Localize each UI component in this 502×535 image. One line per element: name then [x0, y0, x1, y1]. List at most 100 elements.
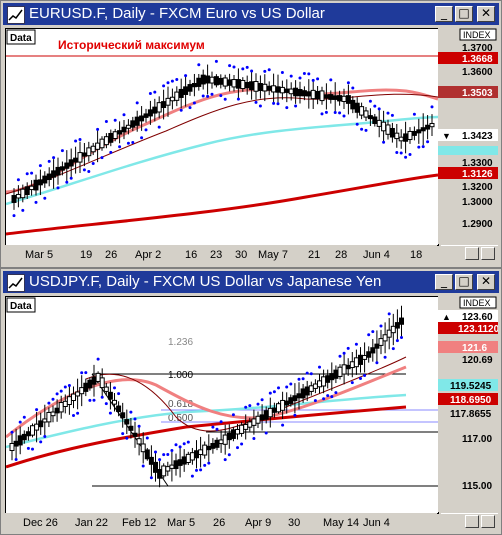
candle-body [293, 87, 299, 97]
candle-body [75, 391, 81, 397]
eurusd-chart-window[interactable]: EURUSD.F, Daily - FXCM Euro vs US Dollar… [0, 0, 502, 268]
close-button[interactable]: ✕ [477, 274, 495, 290]
candle-body [374, 343, 380, 349]
eurusd-price-plot[interactable]: Исторический максимум Data [5, 28, 439, 246]
maximize-button[interactable]: □ [455, 6, 473, 22]
candle-body [429, 122, 435, 128]
maximize-button[interactable]: □ [455, 274, 473, 290]
minimize-button[interactable]: _ [435, 6, 453, 22]
candle-body [267, 407, 273, 418]
price-tick: 1.3200 [462, 182, 493, 193]
eurusd-title-bar[interactable]: EURUSD.F, Daily - FXCM Euro vs US Dollar… [3, 3, 499, 25]
sar-dot [100, 156, 104, 160]
usdjpy-parabolic-sar [10, 312, 403, 480]
usdjpy-scrollbar[interactable] [441, 513, 498, 530]
sar-dot [351, 86, 355, 90]
candle-body [25, 431, 31, 437]
candle-body [95, 372, 101, 382]
candle-body [71, 393, 76, 402]
sar-dot [301, 377, 305, 381]
sar-dot [391, 347, 395, 351]
candle-body [226, 432, 232, 441]
candle-body [345, 364, 351, 370]
date-tick: 23 [210, 249, 222, 261]
candle-body [312, 383, 318, 389]
sar-dot [267, 68, 271, 72]
sar-dot [135, 101, 139, 105]
candle-body [64, 162, 70, 169]
sar-dot [408, 153, 412, 157]
data-window-button-label: Data [10, 301, 32, 312]
candle-body [247, 421, 253, 428]
candle-body [77, 152, 83, 163]
usdjpy-price-plot[interactable]: Data 1.236 1.000 0.618 0.500 [5, 296, 439, 514]
fib-label: 1.000 [168, 370, 193, 381]
candle-body [240, 79, 246, 90]
candle-body [399, 317, 404, 325]
candle-body [130, 120, 136, 128]
close-button[interactable]: ✕ [477, 6, 495, 22]
scroll-right-button[interactable] [481, 515, 495, 528]
price-tick: 115.00 [462, 481, 492, 492]
usdjpy-chart-window[interactable]: USDJPY.F, Daily - FXCM US Dollar vs Japa… [0, 268, 502, 535]
scroll-left-button[interactable] [465, 247, 479, 260]
candle-body [315, 90, 321, 100]
candle-body [152, 106, 158, 114]
fib-label: 0.500 [168, 413, 193, 424]
sar-dot [302, 71, 306, 75]
candle-body [284, 400, 290, 406]
scroll-left-button[interactable] [465, 515, 479, 528]
candle-body [132, 432, 138, 437]
sar-dot [35, 408, 39, 412]
candle-body [345, 95, 351, 104]
candle-body [112, 131, 118, 139]
sar-dot [272, 390, 276, 394]
eurusd-price-axis[interactable]: INDEX 1.3700 1.3668 1.3600 1.3503 ▼ 1.34… [438, 28, 498, 244]
sar-dot [400, 336, 403, 340]
date-tick: 30 [235, 249, 247, 261]
sar-dot [30, 171, 34, 175]
candle-body [337, 366, 343, 377]
candle-body [416, 129, 422, 134]
fib-price: 119.5245 [450, 381, 492, 392]
data-window-button[interactable] [6, 29, 36, 45]
candle-body [341, 364, 347, 375]
data-window-button[interactable] [6, 297, 36, 313]
sar-dot [412, 112, 416, 116]
scroll-right-button[interactable] [481, 247, 495, 260]
date-tick: Dec 26 [23, 517, 58, 529]
sar-dot [145, 436, 149, 440]
candle-body [157, 469, 163, 479]
sar-dot [118, 145, 122, 149]
usdjpy-price-axis[interactable]: INDEX ▲ 123.60 123.1120 121.6 120.69 119… [438, 296, 500, 512]
candle-body [29, 185, 35, 191]
sar-dot [322, 397, 326, 401]
sar-dot [364, 128, 368, 132]
minimize-button[interactable]: _ [435, 274, 453, 290]
candle-body [317, 380, 322, 388]
date-tick: Jun 4 [363, 249, 390, 261]
sar-dot [368, 99, 372, 103]
candle-body [372, 116, 378, 124]
eurusd-scrollbar[interactable] [441, 245, 498, 262]
candle-body [90, 145, 96, 153]
sar-dot [178, 445, 182, 449]
candle-body [296, 393, 302, 399]
sar-dot [355, 122, 359, 126]
candle-body [222, 434, 228, 445]
candle-body [354, 102, 360, 113]
ma-price-label: 1.3503 [462, 88, 493, 99]
candle-body [103, 386, 109, 392]
candle-body [284, 88, 290, 93]
usdjpy-title-bar[interactable]: USDJPY.F, Daily - FXCM US Dollar vs Japa… [3, 271, 499, 293]
sar-dot [174, 443, 178, 447]
sar-dot [260, 398, 264, 402]
sar-dot [294, 104, 298, 108]
candle-body [263, 410, 269, 420]
candle-body [353, 357, 359, 368]
sar-dot [67, 383, 71, 387]
candle-body [50, 411, 56, 417]
candle-body [165, 466, 171, 472]
sar-dot [330, 395, 334, 399]
sar-dot [223, 458, 227, 462]
